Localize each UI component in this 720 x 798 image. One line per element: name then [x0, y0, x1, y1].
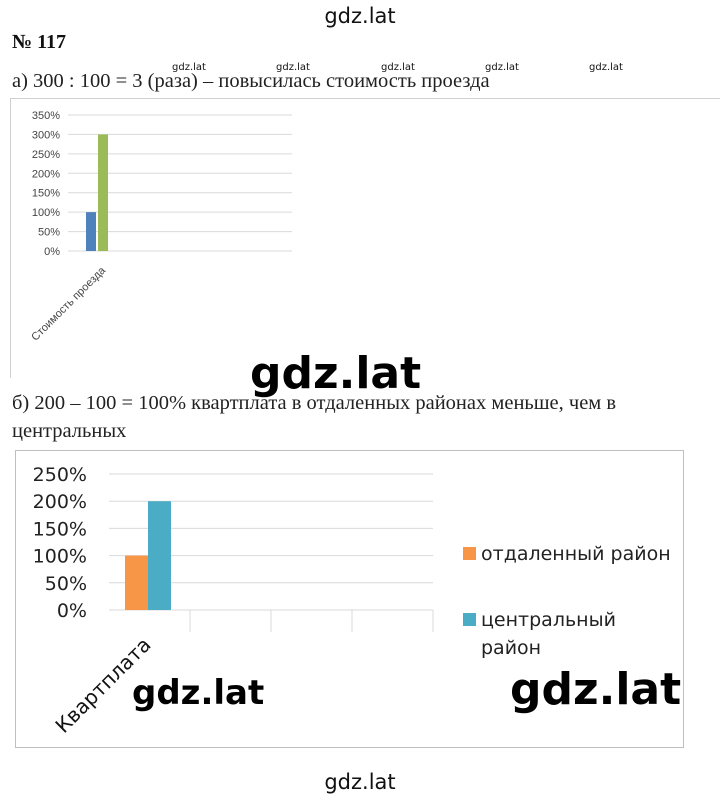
- y-tick-label: 100%: [32, 207, 60, 219]
- watermark-small: gdz.lat: [276, 62, 310, 73]
- y-tick-label: 200%: [32, 168, 60, 180]
- y-tick-label: 150%: [32, 188, 60, 200]
- chart-rent: 0%50%100%150%200%250% Квартплата отдален…: [15, 450, 684, 748]
- part-b-text-line1: б) 200 – 100 = 100% квартплата в отдален…: [12, 392, 617, 414]
- y-tick-label: 0%: [44, 246, 60, 258]
- y-tick-label: 50%: [45, 573, 87, 595]
- legend-label: район: [481, 637, 541, 659]
- watermark-large: gdz.lat: [508, 664, 684, 715]
- bar: [98, 134, 108, 251]
- watermark-top: gdz.lat: [324, 4, 396, 28]
- y-tick-label: 350%: [32, 110, 60, 122]
- legend-label: центральный: [481, 609, 616, 631]
- part-a-text: а) 300 : 100 = 3 (раза) – повысилась сто…: [12, 70, 490, 92]
- legend-label: отдаленный район: [481, 543, 671, 565]
- legend-swatch: [463, 613, 476, 626]
- part-b-text-line2: центральных: [12, 420, 127, 442]
- watermark-large: gdz.lat: [248, 348, 424, 399]
- problem-number: № 117: [12, 31, 66, 53]
- chart-fare: 0% 50% 100% 150% 200% 250% 300% 350% Стоимость …: [10, 98, 720, 378]
- y-tick-label: 250%: [32, 149, 60, 161]
- y-tick-label: 250%: [33, 464, 87, 486]
- watermark-small: gdz.lat: [485, 62, 519, 73]
- watermark-small: gdz.lat: [381, 62, 415, 73]
- y-tick-label: 150%: [33, 518, 87, 540]
- chart-border: [15, 450, 684, 748]
- y-tick-label: 200%: [33, 491, 87, 513]
- watermark-small: gdz.lat: [172, 62, 206, 73]
- bar: [148, 501, 171, 610]
- x-category-label: Стоимость проезда: [29, 264, 108, 343]
- watermark-small: gdz.lat: [589, 62, 623, 73]
- bar: [86, 212, 96, 251]
- y-tick-label: 100%: [33, 546, 87, 568]
- y-tick-label: 300%: [32, 129, 60, 141]
- watermark-bottom: gdz.lat: [324, 770, 396, 794]
- y-tick-label: 0%: [57, 600, 87, 622]
- bar: [125, 555, 148, 610]
- legend-swatch: [463, 547, 476, 560]
- watermark-large: gdz.lat: [130, 673, 267, 713]
- y-tick-label: 50%: [38, 227, 60, 239]
